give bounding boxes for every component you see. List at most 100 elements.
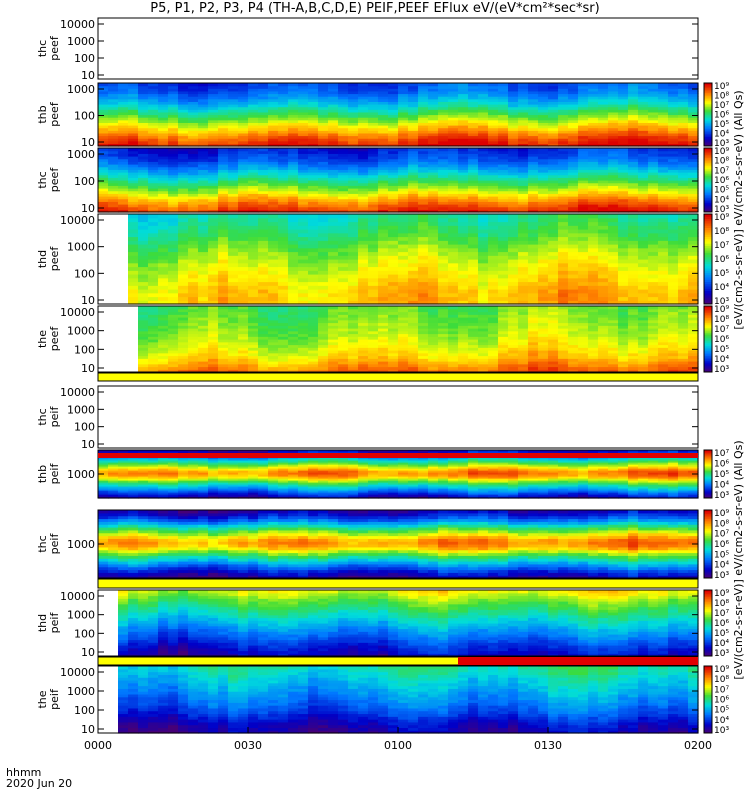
heatmap-cell xyxy=(548,101,559,105)
heatmap-cell xyxy=(498,106,509,110)
heatmap-cell xyxy=(468,188,479,192)
heatmap-cell xyxy=(248,138,259,142)
heatmap-cell xyxy=(198,111,209,116)
heatmap-cell xyxy=(438,158,449,162)
heatmap-cell xyxy=(438,221,449,226)
heatmap-cell xyxy=(138,317,149,321)
heatmap-cell xyxy=(398,266,409,271)
heatmap-cell xyxy=(378,119,389,123)
heatmap-cell xyxy=(628,156,639,160)
heatmap-cell xyxy=(608,274,619,279)
heatmap-cell xyxy=(188,350,199,354)
heatmap-cell xyxy=(368,193,379,197)
heatmap-cell xyxy=(548,164,559,168)
heatmap-cell xyxy=(268,111,279,116)
heatmap-cell xyxy=(148,266,159,271)
heatmap-cell xyxy=(448,244,459,249)
heatmap-cell xyxy=(198,341,209,346)
heatmap-cell xyxy=(558,132,569,137)
heatmap-cell xyxy=(358,244,369,249)
heatmap-cell xyxy=(448,259,459,264)
heatmap-cell xyxy=(598,90,609,95)
heatmap-cell xyxy=(168,104,179,108)
heatmap-cell xyxy=(418,300,429,305)
heatmap-cell xyxy=(368,292,379,298)
heatmap-cell xyxy=(478,232,489,238)
heatmap-cell xyxy=(638,225,649,230)
heatmap-cell xyxy=(488,104,499,108)
heatmap-cell xyxy=(528,138,539,142)
heatmap-cell xyxy=(498,161,509,165)
heatmap-cell xyxy=(398,169,409,173)
heatmap-cell xyxy=(248,311,259,315)
heatmap-cell xyxy=(198,83,209,87)
heatmap-cell xyxy=(228,266,239,271)
heatmap-cell xyxy=(398,130,409,134)
heatmap-cell xyxy=(588,114,599,118)
heatmap-cell xyxy=(428,111,439,116)
heatmap-cell xyxy=(528,125,539,129)
heatmap-cell xyxy=(448,240,459,245)
heatmap-cell xyxy=(318,259,329,264)
heatmap-cell xyxy=(298,344,309,348)
heatmap-cell xyxy=(478,90,489,95)
heatmap-cell xyxy=(648,125,659,129)
heatmap-cell xyxy=(138,341,149,346)
heatmap-cell xyxy=(398,247,409,253)
heatmap-cell xyxy=(248,88,259,92)
heatmap-cell xyxy=(568,190,579,194)
heatmap-cell xyxy=(458,196,469,200)
heatmap-cell xyxy=(428,85,439,89)
heatmap-cell xyxy=(278,330,289,335)
heatmap-cell xyxy=(238,225,249,230)
heatmap-cell xyxy=(448,122,459,126)
heatmap-cell xyxy=(178,352,189,357)
heatmap-cell xyxy=(648,296,659,301)
heatmap-cell xyxy=(198,214,209,219)
heatmap-cell xyxy=(668,101,679,105)
heatmap-cell xyxy=(488,125,499,129)
heatmap-cell xyxy=(268,259,279,264)
heatmap-cell xyxy=(518,188,529,192)
heatmap-cell xyxy=(138,266,149,271)
heatmap-cell xyxy=(658,119,669,123)
heatmap-cell xyxy=(248,201,259,205)
heatmap-cell xyxy=(498,158,509,162)
heatmap-cell xyxy=(168,158,179,162)
heatmap-cell xyxy=(458,292,469,298)
heatmap-cell xyxy=(168,328,179,332)
heatmap-cell xyxy=(238,255,249,260)
heatmap-cell xyxy=(248,166,259,170)
heatmap-cell xyxy=(528,96,539,100)
colorbar-segment xyxy=(704,106,712,109)
heatmap-cell xyxy=(638,300,649,305)
heatmap-cell xyxy=(518,289,529,294)
heatmap-cell xyxy=(688,161,699,165)
heatmap-cell xyxy=(318,109,329,113)
heatmap-cell xyxy=(178,156,189,160)
heatmap-cell xyxy=(248,161,259,165)
heatmap-cell xyxy=(638,138,649,142)
heatmap-cell xyxy=(288,161,299,165)
heatmap-cell xyxy=(218,214,229,219)
heatmap-cell xyxy=(468,164,479,168)
heatmap-cell xyxy=(688,177,699,181)
heatmap-cell xyxy=(308,174,319,178)
heatmap-cell xyxy=(188,221,199,226)
heatmap-cell xyxy=(318,236,329,241)
heatmap-cell xyxy=(178,266,189,271)
heatmap-cell xyxy=(658,166,669,170)
heatmap-cell xyxy=(138,255,149,260)
heatmap-cell xyxy=(228,251,239,256)
heatmap-cell xyxy=(248,193,259,197)
heatmap-cell xyxy=(638,148,649,152)
heatmap-cell xyxy=(148,333,159,337)
heatmap-cell xyxy=(618,106,629,110)
heatmap-cell xyxy=(678,285,689,290)
heatmap-cell xyxy=(298,140,309,144)
heatmap-cell xyxy=(358,251,369,256)
heatmap-cell xyxy=(578,300,589,305)
heatmap-cell xyxy=(468,104,479,108)
heatmap-cell xyxy=(208,363,219,368)
heatmap-cell xyxy=(138,85,149,89)
